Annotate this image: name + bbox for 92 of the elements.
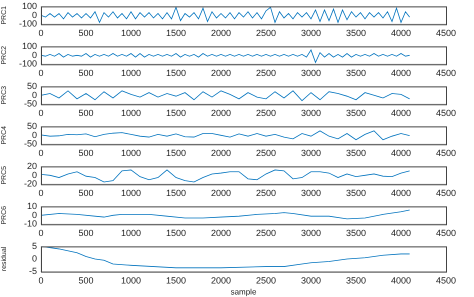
x-tick-label: 1000	[120, 108, 142, 118]
x-tick-label: 1000	[120, 188, 142, 198]
y-tick-label: -100	[18, 18, 37, 29]
y-tick-label: -20	[24, 178, 37, 189]
x-tick-label: 3000	[300, 188, 322, 198]
x-tick-label: 4500	[436, 188, 456, 198]
x-tick-label: 500	[78, 108, 94, 118]
x-tick-label: 1500	[166, 28, 186, 38]
y-tick-label: 100	[22, 40, 37, 51]
x-tick-label: 2500	[256, 68, 276, 78]
x-tick-label: 4000	[390, 228, 412, 238]
x-tick-label: 2000	[210, 188, 232, 198]
y-tick-label: 0	[32, 50, 37, 60]
x-tick-label: 3000	[300, 28, 322, 38]
x-tick-label: 3500	[346, 28, 366, 38]
x-tick-label: 500	[78, 188, 94, 198]
x-tick-label: 1000	[120, 228, 142, 238]
x-tick-label: 3000	[300, 108, 322, 118]
x-tick-label: 4000	[390, 148, 412, 158]
y-tick-label: 0	[32, 253, 37, 264]
x-tick-label: 0	[38, 68, 44, 78]
x-tick-label: 1500	[166, 188, 186, 198]
x-tick-label: 4500	[436, 68, 456, 78]
x-tick-label: 3500	[346, 188, 366, 198]
x-tick-label: 4000	[390, 275, 412, 286]
y-tick-label: 0	[32, 130, 37, 140]
x-tick-label: 2500	[256, 28, 276, 38]
x-tick-label: 1500	[166, 228, 186, 238]
x-tick-label: 4500	[436, 275, 456, 286]
x-tick-label: 3500	[346, 148, 366, 158]
x-tick-label: 2000	[210, 148, 232, 158]
y-tick-label: 100	[22, 0, 37, 11]
x-tick-label: 0	[38, 275, 44, 286]
y-tick-label: 50	[26, 80, 37, 91]
y-tick-label: 0	[32, 170, 37, 180]
x-tick-label: 1500	[166, 108, 186, 118]
x-tick-label: 1000	[120, 68, 142, 78]
x-tick-label: 500	[78, 275, 94, 286]
x-tick-label: 2000	[210, 68, 232, 78]
y-tick-label: -50	[24, 138, 37, 149]
y-tick-label: -10	[24, 218, 37, 229]
x-tick-label: 2000	[210, 228, 232, 238]
x-tick-label: 4500	[436, 148, 456, 158]
x-tick-label: 0	[38, 188, 44, 198]
x-tick-label: 0	[38, 28, 44, 38]
x-tick-label: 1000	[120, 28, 142, 38]
x-tick-label: 4500	[436, 108, 456, 118]
x-tick-label: 3500	[346, 68, 366, 78]
y-tick-label: 20	[26, 160, 37, 171]
y-tick-label: 0	[32, 90, 37, 100]
x-tick-label: 2500	[256, 275, 276, 286]
x-tick-label: 3500	[346, 228, 366, 238]
x-tick-label: 3500	[346, 108, 366, 118]
x-tick-label: 0	[38, 148, 44, 158]
x-tick-label: 4000	[390, 28, 412, 38]
x-tick-label: 3000	[300, 148, 322, 158]
x-tick-label: 0	[38, 228, 44, 238]
x-tick-label: 4000	[390, 68, 412, 78]
y-tick-label: 0	[32, 10, 37, 20]
x-tick-label: 500	[78, 28, 94, 38]
x-tick-label: 2500	[256, 148, 276, 158]
x-tick-label: 500	[78, 148, 94, 158]
y-tick-label: -50	[24, 98, 37, 109]
y-tick-label: -100	[18, 58, 37, 69]
x-tick-label: 3000	[300, 68, 322, 78]
x-tick-label: 4000	[390, 108, 412, 118]
x-tick-label: 0	[38, 108, 44, 118]
x-tick-label: 1500	[166, 68, 186, 78]
y-tick-label: 50	[26, 120, 37, 131]
x-tick-label: 2500	[256, 108, 276, 118]
x-tick-label: 1500	[166, 275, 186, 286]
x-tick-label: 3000	[300, 275, 322, 286]
x-tick-label: 500	[78, 68, 94, 78]
x-tick-label: 1000	[120, 275, 142, 286]
x-tick-label: 4500	[436, 228, 456, 238]
y-tick-label: 5	[32, 240, 37, 251]
x-tick-label: 2000	[210, 108, 232, 118]
x-tick-label: 2000	[210, 275, 232, 286]
x-tick-label: 3000	[300, 228, 322, 238]
x-tick-label: 3500	[346, 275, 366, 286]
x-tick-label: 2500	[256, 188, 276, 198]
x-tick-label: 1000	[120, 148, 142, 158]
x-tick-label: 4000	[390, 188, 412, 198]
y-tick-label: 10	[26, 200, 37, 211]
y-tick-label: -5	[28, 266, 37, 276]
x-tick-label: 4500	[436, 28, 456, 38]
x-tick-label: 1500	[166, 148, 186, 158]
y-tick-label: 0	[32, 210, 37, 220]
x-tick-label: 2000	[210, 28, 232, 38]
x-tick-label: 2500	[256, 228, 276, 238]
x-tick-label: 500	[78, 228, 94, 238]
x-axis-title: sample	[230, 287, 257, 296]
